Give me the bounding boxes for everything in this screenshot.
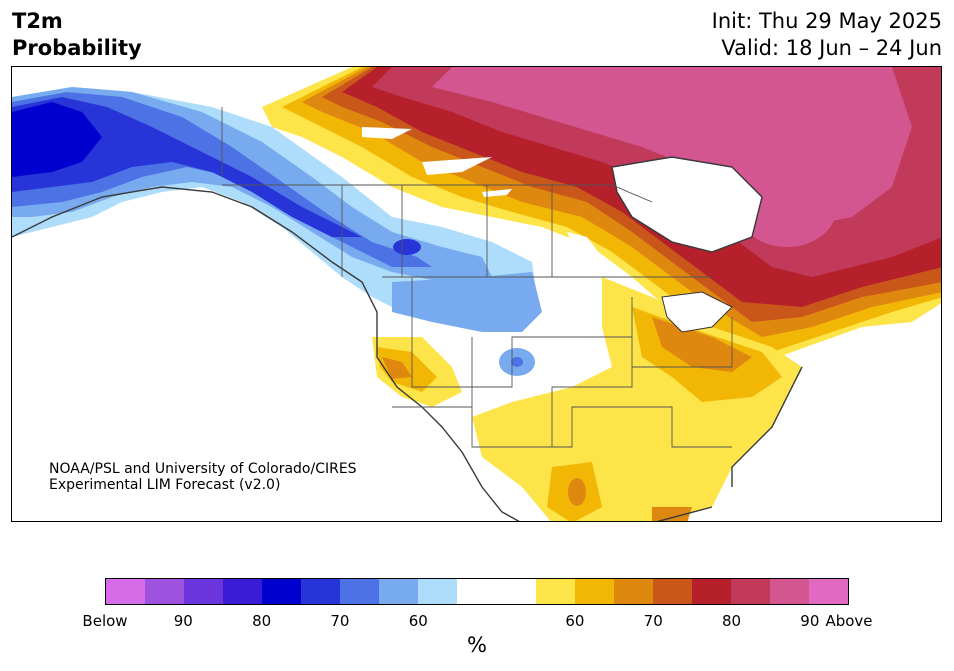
colorbar-segment [418,579,458,604]
southern-warm-region [372,277,802,521]
colorbar-tick-label: 90 [800,612,820,630]
colorbar-segment [340,579,380,604]
colorbar-segment [301,579,341,604]
title-block: T2m Probability [12,8,142,62]
colorbar-segment [691,579,731,604]
colorbar-segment [535,579,575,604]
colorbar-tick-label: 90 [173,612,193,630]
colorbar-tick-label: 60 [565,612,585,630]
water-bodies [12,67,763,333]
colorbar-segment [730,579,770,604]
credit-block: NOAA/PSL and University of Colorado/CIRE… [49,461,357,493]
colorbar-segment [574,579,614,604]
colorbar-tick-label: Below [82,612,128,630]
colorbar-segment [184,579,224,604]
colorbar-segment [106,579,146,604]
credit-line-2: Experimental LIM Forecast (v2.0) [49,477,281,493]
date-block: Init: Thu 29 May 2025 Valid: 18 Jun – 24… [712,8,942,62]
borders [221,107,733,448]
colorbar [105,578,849,605]
colorbar-tick-label: 80 [721,612,742,630]
credit-line-1: NOAA/PSL and University of Colorado/CIRE… [49,461,357,477]
variable-title: T2m [12,9,63,33]
valid-range: Valid: 18 Jun – 24 Jun [721,36,942,60]
colorbar-segment [652,579,692,604]
colorbar-segment [145,579,185,604]
colorbar-segment [769,579,809,604]
colorbar-segment [223,579,263,604]
coastlines [12,156,803,521]
colorbar-segment [496,579,536,604]
init-date: Init: Thu 29 May 2025 [711,9,942,33]
unit-label: % [467,633,487,657]
colorbar-tick-label: 70 [330,612,350,630]
colorbar-segment [808,579,848,604]
colorbar-tick-label: Above [825,612,873,630]
product-title: Probability [12,36,142,60]
colorbar-segment [613,579,653,604]
colorbar-tick-label: 80 [252,612,272,630]
colorbar-segment [457,579,497,604]
colorbar-segment [262,579,302,604]
colorbar-tick-label: 70 [643,612,663,630]
colorbar-segment [379,579,419,604]
probability-map [11,66,942,522]
cold-anomaly-region [12,87,542,376]
colorbar-tick-label: 60 [408,612,428,630]
map-svg [12,67,941,521]
